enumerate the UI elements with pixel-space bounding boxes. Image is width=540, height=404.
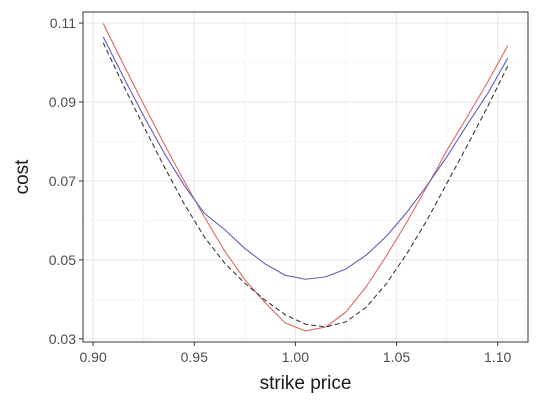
y-tick-label: 0.03 <box>49 331 76 347</box>
series-lines <box>102 23 509 332</box>
y-axis-title: cost <box>12 159 33 195</box>
major-gridlines <box>83 12 528 342</box>
x-tick-label: 0.90 <box>79 349 106 365</box>
x-axis-ticks: 0.90 0.95 1.00 1.05 1.10 <box>79 342 511 365</box>
minor-gridlines <box>83 12 528 342</box>
plot-background <box>83 12 528 342</box>
x-tick-label: 1.00 <box>282 349 309 365</box>
y-tick-label: 0.05 <box>49 252 76 268</box>
series-line-3 <box>102 42 509 328</box>
y-tick-label: 0.07 <box>49 173 76 189</box>
y-tick-label: 0.09 <box>49 94 76 110</box>
y-tick-label: 0.11 <box>50 15 76 31</box>
y-axis-ticks: 0.03 0.05 0.07 0.09 0.11 <box>49 15 83 347</box>
plot-border <box>82 11 529 343</box>
x-tick-label: 1.10 <box>484 349 511 365</box>
series-line-1 <box>102 23 509 332</box>
x-tick-label: 0.95 <box>181 349 208 365</box>
x-axis-title: strike price <box>260 373 352 394</box>
series-line-2 <box>102 36 509 280</box>
x-tick-label: 1.05 <box>383 349 410 365</box>
